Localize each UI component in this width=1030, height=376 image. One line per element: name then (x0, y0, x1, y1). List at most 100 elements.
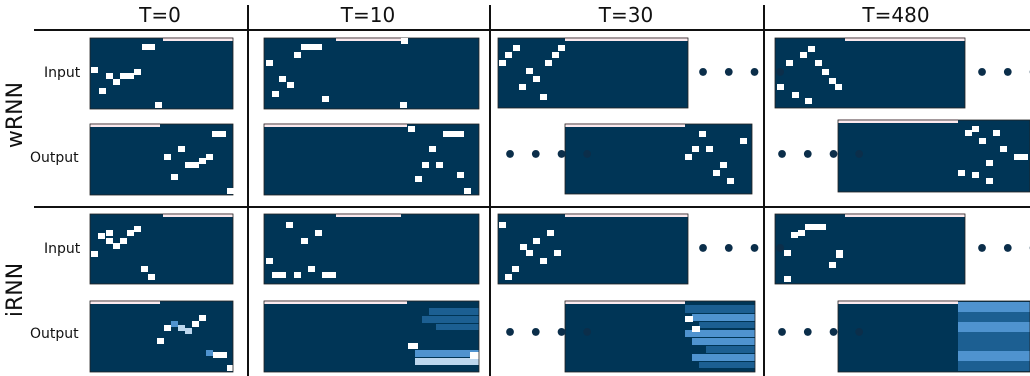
col-title-t10: T=10 (340, 3, 395, 27)
panel-irnn-input-t0-pixel (120, 238, 127, 244)
panel-irnn-output-t480-pixel (958, 351, 1030, 361)
panel-wrnn-output-t0-pixel (219, 131, 226, 137)
panel-wrnn-output-t30-pixel (740, 138, 747, 144)
panel-wrnn-input-t30-pixel (540, 94, 547, 100)
panel-irnn-input-t480-pixel (805, 224, 812, 230)
panel-irnn-input-t10-pixel (301, 238, 308, 244)
panel-wrnn-input-t10-border (263, 37, 480, 110)
panel-irnn-input-t30-pixel (540, 258, 547, 264)
panel-wrnn-input-t480-pixel (777, 84, 784, 90)
panel-irnn-output-t0-border (89, 300, 234, 373)
panel-wrnn-output-t0-top-bar (90, 123, 160, 127)
panel-wrnn-output-t480-pixel (986, 160, 993, 166)
panel-irnn-input-t10-pixel (322, 272, 329, 278)
panel-wrnn-output-t30-pixel (699, 131, 706, 137)
row-label-wrnn: wRNN (3, 82, 28, 148)
panel-wrnn-output-t10-border (263, 123, 480, 196)
panel-irnn-input-t0-pixel (106, 238, 113, 244)
panel-wrnn-input-t10-pixel (301, 44, 308, 50)
panel-wrnn-output-t10-pixel (450, 131, 457, 137)
ellipsis-dots: • • • • (696, 61, 789, 86)
panel-irnn-output-t0-pixel (192, 321, 199, 327)
panel-irnn-input-t480-pixel (836, 250, 843, 256)
panel-irnn-input-t0-pixel (98, 233, 105, 239)
panel-irnn-output-t10-pixel (422, 316, 479, 323)
panel-wrnn-input-t0-pixel (99, 88, 106, 94)
panel-irnn-input-t0-pixel (113, 243, 120, 249)
panel-wrnn-input-t30-pixel (519, 84, 526, 90)
panel-wrnn-input-t480-pixel (792, 92, 799, 98)
panel-irnn-output-t0-pixel (213, 352, 227, 358)
panel-irnn-input-t30-pixel (554, 250, 561, 256)
panel-wrnn-input-t30-pixel (552, 52, 559, 58)
panels-group: • • • • • • • • • • • • • • • • • • • • • • •… (89, 37, 1030, 373)
panel-irnn-input-t10-pixel (315, 230, 322, 236)
panel-wrnn-input-t0-top-bar (163, 37, 233, 41)
panel-wrnn-input-t480-pixel (808, 46, 815, 52)
panel-wrnn-input-t30-pixel (499, 60, 506, 66)
panel-irnn-input-t30-pixel (526, 250, 533, 256)
panel-wrnn-input-t30-pixel (533, 76, 540, 82)
panel-irnn-output-t30-pixel (699, 362, 755, 368)
panel-wrnn-output-t480-pixel (972, 126, 979, 132)
panel-wrnn-output-t0-border (89, 123, 234, 196)
panel-irnn-output-t0-top-bar (90, 300, 160, 304)
panel-wrnn-output-t30-pixel (685, 154, 692, 160)
panel-irnn-output-t10-pixel (436, 324, 479, 330)
panel-wrnn-input-t480-pixel (815, 60, 822, 66)
panel-wrnn-input-t480-border (774, 37, 966, 109)
panel-wrnn-output-t10-pixel (408, 126, 415, 132)
panel-wrnn-input-t0 (90, 38, 233, 109)
panel-irnn-input-t0 (90, 214, 233, 284)
panel-irnn-input-t30-pixel (512, 266, 519, 272)
panel-irnn-output-t30-pixel (692, 338, 755, 345)
ellipsis-dots: • • • • (503, 321, 596, 346)
panel-wrnn-output-t10-pixel (422, 162, 429, 168)
panel-irnn-input-t30-pixel (520, 244, 527, 250)
panel-wrnn-input-t10-top-bar (336, 37, 401, 41)
panel-irnn-output-t30-pixel (699, 322, 755, 328)
panel-wrnn-input-t0-pixel (148, 44, 155, 50)
panel-wrnn-output-t480-pixel (965, 130, 972, 136)
panel-irnn-input-t480-pixel (784, 250, 791, 256)
panel-irnn-input-t480-pixel (819, 224, 826, 230)
panel-irnn-input-t30-top-bar (565, 213, 688, 217)
sublabel-irnn-input: Input (44, 241, 81, 257)
panel-wrnn-output-t0-pixel (192, 162, 199, 168)
panel-irnn-input-t0-top-bar (163, 213, 233, 217)
panel-wrnn-input-t480-pixel (800, 52, 807, 58)
panel-irnn-output-t30-pixel (706, 346, 755, 353)
panel-wrnn-output-t480-border (837, 119, 1030, 193)
panel-irnn-output-t0-pixel (157, 338, 164, 344)
panel-irnn-output-t0-pixel (178, 325, 185, 331)
panel-irnn-output-t10-top-bar (264, 300, 407, 304)
panel-irnn-output-t30-pixel (685, 330, 755, 337)
panel-wrnn-output-t10-pixel (429, 146, 436, 152)
panel-irnn-output-t10-pixel (470, 352, 479, 359)
panel-irnn-input-t30-pixel (505, 274, 512, 280)
panel-wrnn-output-t0-pixel (171, 174, 178, 180)
panel-irnn-input-t10-pixel (308, 266, 315, 272)
panel-wrnn-input-t10-pixel (401, 38, 408, 44)
panel-wrnn-input-t10-pixel (308, 44, 315, 50)
panel-wrnn-output-t10-pixel (457, 172, 464, 178)
panel-wrnn-output-t0-pixel (199, 158, 206, 164)
ellipsis-dots: • • • • (775, 321, 868, 346)
panel-irnn-input-t480-pixel (798, 230, 805, 236)
panel-irnn-input-t480-border (774, 213, 966, 285)
panel-wrnn-output-t480-pixel (1000, 146, 1007, 152)
panel-irnn-output-t30-pixel (692, 326, 700, 332)
panel-wrnn-input-t30-pixel (505, 52, 512, 58)
panel-wrnn-output-t30-border (564, 123, 753, 195)
panel-wrnn-input-t0-pixel (134, 69, 141, 75)
panel-wrnn-input-t10-pixel (272, 91, 279, 97)
panel-irnn-output-t480-border (837, 300, 1030, 373)
panel-irnn-input-t10-pixel (294, 272, 301, 278)
panel-wrnn-output-t0-pixel (185, 162, 192, 168)
panel-irnn-input-t480 (775, 214, 965, 284)
panel-irnn-input-t480-pixel (812, 224, 819, 230)
panel-wrnn-input-t0-pixel (113, 79, 120, 85)
panel-wrnn-output-t480-pixel (986, 178, 993, 184)
panel-irnn-output-t10-border (263, 300, 480, 373)
